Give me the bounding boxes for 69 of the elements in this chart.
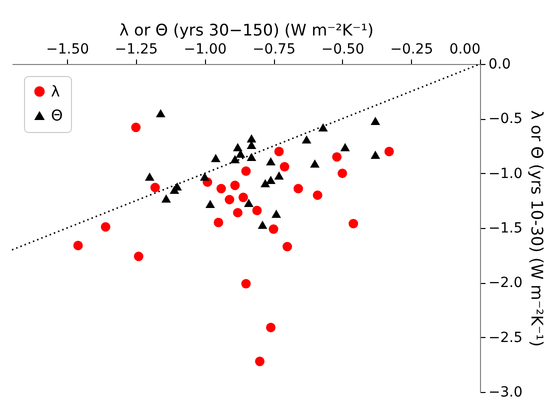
point	[200, 172, 210, 181]
point	[266, 157, 276, 166]
point	[266, 322, 276, 332]
point	[370, 150, 380, 159]
point	[302, 135, 312, 144]
point	[310, 159, 320, 168]
point	[156, 109, 166, 118]
point	[274, 171, 284, 180]
point	[230, 155, 240, 164]
point	[131, 122, 141, 132]
point	[161, 194, 171, 203]
point	[340, 142, 350, 152]
point	[216, 184, 226, 194]
point	[318, 123, 328, 132]
point	[332, 152, 342, 162]
point	[244, 198, 254, 207]
point	[294, 184, 304, 194]
point	[170, 186, 180, 194]
point	[236, 150, 246, 158]
x-tick-label: −1.00	[184, 42, 227, 58]
point	[214, 218, 224, 228]
point	[241, 166, 251, 176]
y-tick-label: −2.0	[488, 275, 522, 292]
x-tick-label: −1.50	[46, 42, 90, 58]
y-tick-label: 0.0	[488, 56, 511, 72]
y-tick-label: −1.0	[488, 166, 522, 182]
point	[280, 162, 290, 172]
legend-label: λ	[51, 82, 60, 100]
y-tick-label: −3.0	[488, 384, 522, 400]
point	[348, 218, 358, 228]
point	[241, 279, 251, 288]
point	[134, 252, 144, 262]
point	[246, 152, 256, 162]
point	[150, 182, 160, 192]
x-tick-label: −0.75	[252, 42, 296, 58]
point	[210, 154, 220, 162]
y-tick-label: −0.5	[488, 111, 522, 128]
x-tick-label: 0.00	[449, 42, 480, 58]
point	[274, 146, 284, 156]
point	[252, 206, 262, 216]
point	[233, 208, 242, 218]
point	[272, 210, 282, 218]
point	[100, 222, 110, 232]
point	[73, 240, 83, 250]
point	[282, 242, 292, 252]
point	[338, 168, 348, 178]
x-tick-label: −1.25	[114, 42, 158, 58]
point	[205, 200, 215, 208]
point	[233, 142, 242, 152]
point	[266, 176, 276, 184]
point	[230, 180, 240, 190]
point	[255, 356, 265, 366]
x-axis-title: λ or Θ (yrs 30−150) (W m⁻²K⁻¹)	[119, 20, 374, 40]
point	[238, 192, 248, 202]
y-tick-label: −1.5	[488, 220, 522, 236]
point	[224, 194, 234, 204]
point	[246, 134, 256, 142]
point	[312, 190, 322, 200]
legend-label: Θ	[51, 106, 63, 124]
y-tick-label: −2.5	[488, 330, 522, 346]
x-tick-label: −0.50	[321, 42, 364, 58]
x-tick-label: −0.25	[390, 42, 434, 58]
point	[144, 172, 154, 181]
point	[258, 220, 268, 229]
point	[384, 146, 394, 156]
point	[260, 179, 270, 188]
y-axis-title: λ or Θ (yrs 10-30) (W m⁻²K⁻¹)	[527, 110, 546, 347]
point	[370, 116, 380, 125]
point	[268, 224, 278, 234]
